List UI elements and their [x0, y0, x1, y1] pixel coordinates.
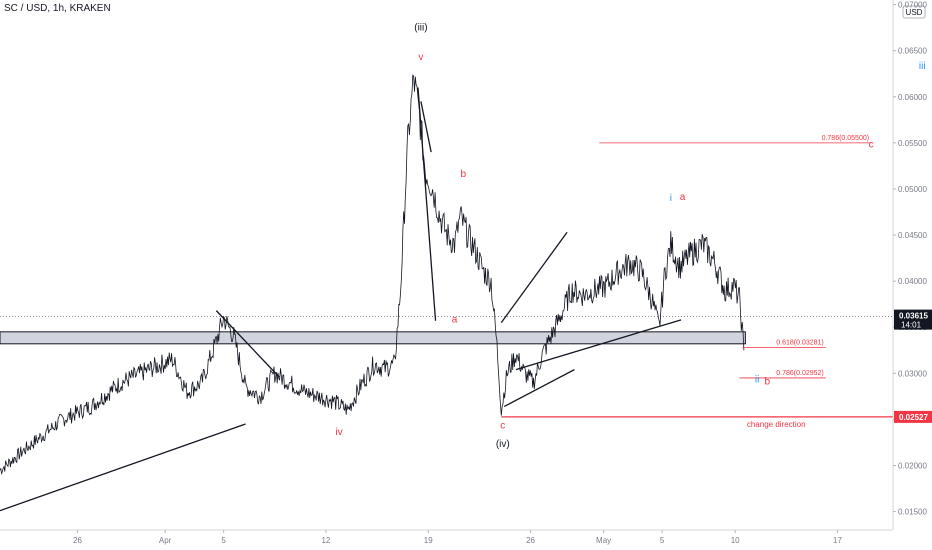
time-tick-label: 5	[660, 536, 665, 545]
time-tick-label: 10	[731, 536, 740, 545]
wave-label: (iv)	[496, 439, 510, 450]
current-price-badge	[894, 309, 932, 330]
price-tick-label: 0.05000	[898, 185, 927, 194]
time-tick-label: 19	[424, 536, 433, 545]
price-tick-label: 0.01500	[898, 508, 927, 517]
time-tick-label: Apr	[159, 536, 172, 545]
change-direction-badge	[894, 410, 932, 423]
price-line	[0, 74, 745, 476]
time-tick-label: 26	[526, 536, 535, 545]
countdown-timer: 14:01	[901, 321, 922, 330]
trendline	[417, 87, 437, 321]
trendline-group	[0, 87, 682, 512]
time-tick-label: 26	[73, 536, 82, 545]
current-price-value: 0.03615	[899, 312, 928, 321]
fib-group: 0.786(0.05500) 0.618(0.03281) 0.786(0.0295…	[501, 135, 893, 429]
wave-label: b	[765, 376, 771, 387]
wave-label: iv	[335, 427, 342, 438]
wave-label: a	[452, 315, 458, 326]
time-axis[interactable]: 26 Apr 5 12 19 26 May 5 10 17	[0, 529, 893, 545]
price-tick-label: 0.04500	[898, 231, 927, 240]
support-zone-rect	[0, 331, 746, 345]
trendline	[420, 101, 432, 153]
change-direction-value: 0.02527	[899, 413, 928, 422]
price-tick-label: 0.06500	[898, 47, 927, 56]
fib-level-label: 0.618(0.03281)	[776, 339, 823, 346]
price-tick-label: 0.02000	[898, 461, 927, 470]
support-zone	[0, 331, 746, 345]
wave-label: (iii)	[414, 22, 427, 33]
fib-level-label: 0.786(0.02952)	[776, 370, 823, 377]
price-axis[interactable]: USD0.015000.020000.025000.030000.035000.…	[892, 0, 932, 530]
time-tick-label: 17	[833, 536, 842, 545]
wave-label: c	[869, 139, 874, 150]
currency-label: USD	[906, 8, 923, 17]
wave-label: v	[418, 52, 423, 63]
chart-title: SC / USD, 1h, KRAKEN	[4, 3, 111, 14]
wave-label: b	[461, 169, 467, 180]
time-tick-label: 12	[321, 536, 330, 545]
price-tick-label: 0.04000	[898, 277, 927, 286]
trendline	[215, 310, 280, 378]
fib-level-label: 0.786(0.05500)	[822, 135, 869, 142]
time-tick-label: May	[596, 536, 611, 545]
wave-label: iii	[919, 61, 926, 72]
price-series	[0, 74, 893, 476]
wave-label: i	[670, 193, 672, 204]
trendline	[0, 423, 246, 512]
wave-label: a	[680, 192, 686, 203]
price-tick-label: 0.06000	[898, 93, 927, 102]
price-tick-label: 0.03000	[898, 369, 927, 378]
trendline	[500, 231, 568, 323]
price-tick-label: 0.07000	[898, 1, 927, 10]
change-direction-label: change direction	[747, 420, 806, 429]
wave-label: c	[500, 421, 505, 432]
currency-badge	[902, 5, 926, 19]
time-tick-label: 5	[221, 536, 226, 545]
price-tick-label: 0.05500	[898, 139, 927, 148]
trendline	[503, 369, 575, 408]
wave-label: ii	[755, 375, 759, 386]
trendline	[515, 319, 682, 371]
